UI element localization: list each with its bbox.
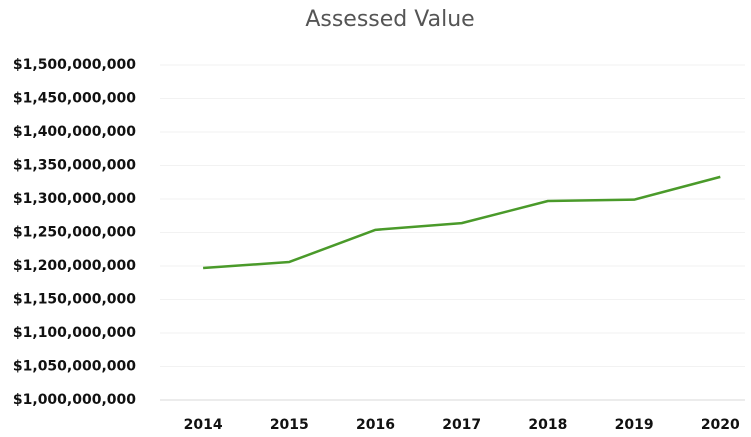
y-tick-label: $1,500,000,000 — [13, 57, 136, 73]
y-tick-label: $1,050,000,000 — [13, 359, 136, 375]
x-tick-label: 2020 — [701, 417, 740, 433]
y-tick-label: $1,000,000,000 — [13, 392, 136, 408]
y-tick-label: $1,200,000,000 — [13, 258, 136, 274]
chart-title: Assessed Value — [305, 7, 474, 32]
y-tick-label: $1,300,000,000 — [13, 191, 136, 207]
y-tick-label: $1,100,000,000 — [13, 325, 136, 341]
y-tick-label: $1,350,000,000 — [13, 158, 136, 174]
x-tick-label: 2018 — [528, 417, 567, 433]
y-tick-label: $1,250,000,000 — [13, 225, 136, 241]
line — [203, 175, 721, 270]
y-tick-label: $1,400,000,000 — [13, 124, 136, 140]
y-tick-label: $1,450,000,000 — [13, 91, 136, 107]
y-tick-label: $1,150,000,000 — [13, 292, 136, 308]
x-tick-label: 2015 — [270, 417, 309, 433]
x-tick-label: 2017 — [442, 417, 481, 433]
x-tick-label: 2014 — [184, 417, 223, 433]
x-tick-label: 2016 — [356, 417, 395, 433]
x-tick-label: 2019 — [615, 417, 654, 433]
